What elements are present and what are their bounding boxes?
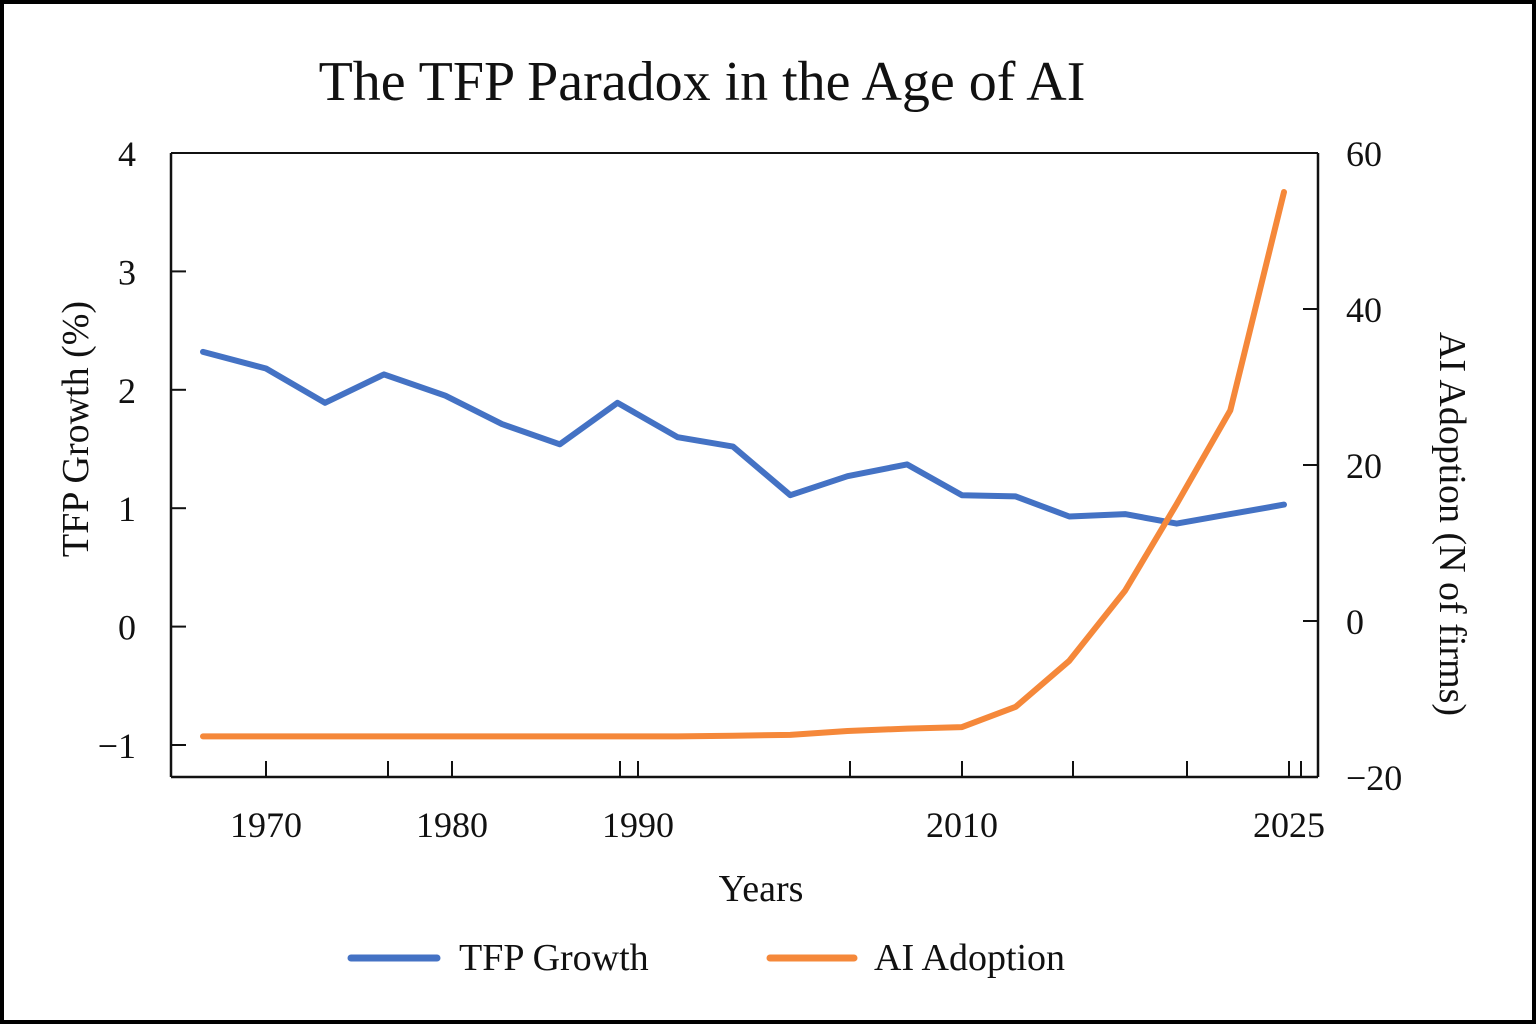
- legend: TFP Growth AI Adoption: [347, 937, 1065, 979]
- x-tick-label: 2025: [1253, 805, 1325, 845]
- y-right-tick-label: 60: [1346, 134, 1382, 174]
- x-tick-label: 1990: [602, 805, 674, 845]
- x-axis-label: Years: [719, 868, 804, 910]
- y-right-tick-label: 20: [1346, 446, 1382, 486]
- y-left-tick-label: 3: [118, 252, 136, 292]
- y-right-tick-label: 0: [1346, 602, 1364, 642]
- y-right-tick-label: −20: [1346, 758, 1402, 798]
- series-line-ai-adoption: [200, 189, 1287, 740]
- y-axis-left-ticks: 4 3 2 1 0 −1: [98, 134, 186, 766]
- x-tick-label: 1970: [230, 805, 302, 845]
- x-minor-ticks: [387, 761, 1302, 777]
- y-axis-right-label: AI Adoption (N of firms): [1431, 332, 1473, 716]
- x-axis-ticks: 1970 1980 1990 2010 2025: [230, 761, 1325, 845]
- x-tick-label: 2010: [926, 805, 998, 845]
- chart-canvas: The TFP Paradox in the Age of AI 4 3 2 1 0 −1…: [55, 51, 1473, 979]
- chart-title: The TFP Paradox in the Age of AI: [319, 51, 1086, 113]
- legend-label-ai-adoption: AI Adoption: [874, 937, 1065, 979]
- x-tick-label: 1980: [416, 805, 488, 845]
- y-left-tick-label: 4: [118, 134, 136, 174]
- y-left-tick-label: −1: [98, 726, 136, 766]
- legend-label-tfp-growth: TFP Growth: [459, 937, 649, 979]
- y-left-tick-label: 0: [118, 608, 136, 648]
- y-left-tick-label: 1: [118, 489, 136, 529]
- y-axis-left-label: TFP Growth (%): [55, 301, 97, 557]
- y-right-tick-label: 40: [1346, 290, 1382, 330]
- series-layer: [200, 189, 1287, 740]
- y-left-tick-label: 2: [118, 371, 136, 411]
- y-axis-right-ticks: 60 40 20 0 −20: [1303, 134, 1402, 798]
- series-line-tfp-growth: [200, 348, 1287, 527]
